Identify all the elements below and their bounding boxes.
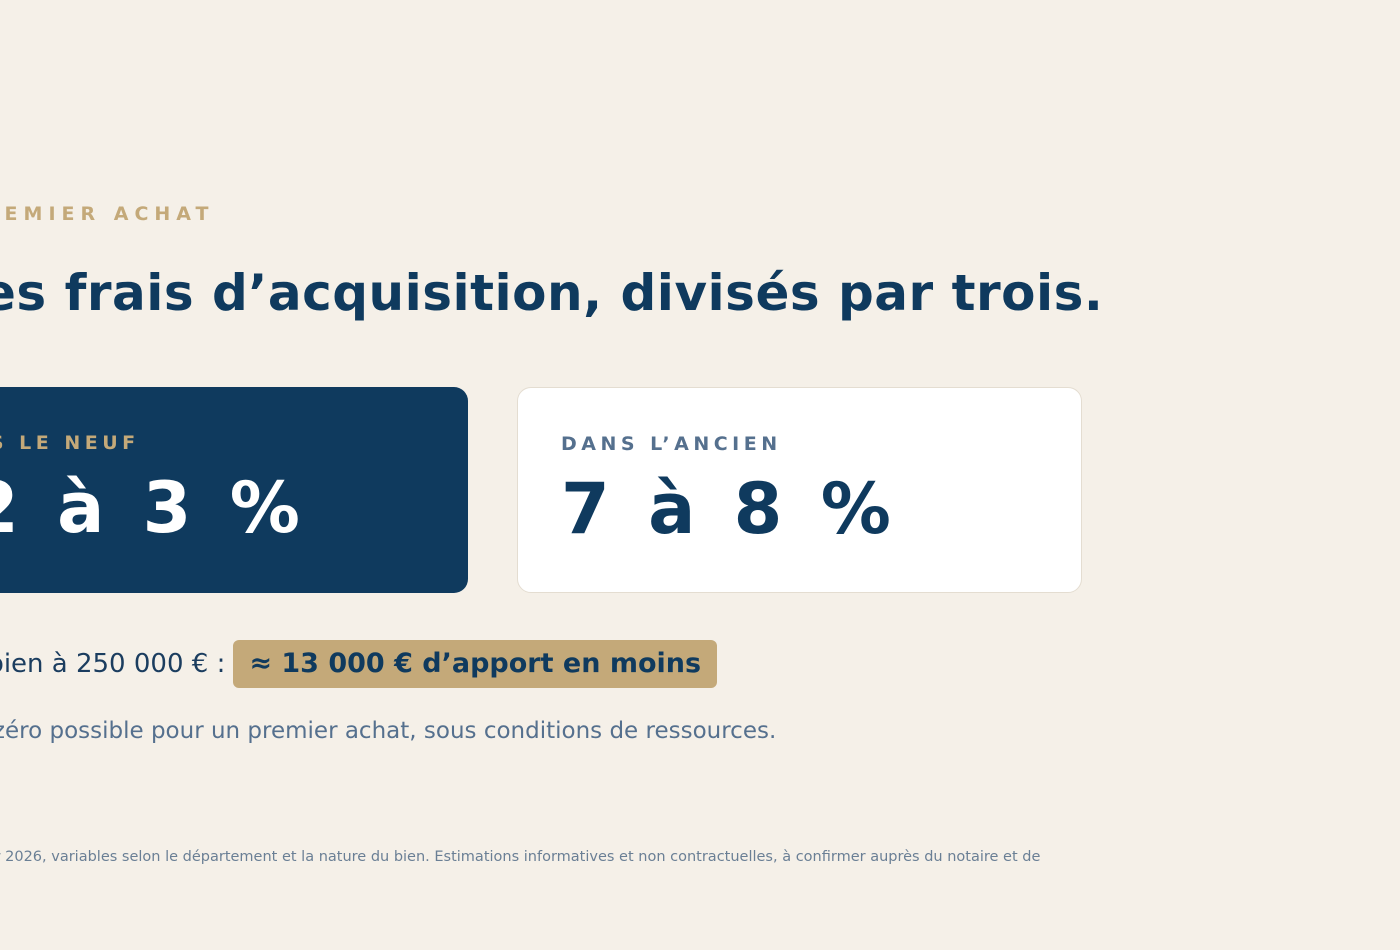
section-headline: Des frais d’acquisition, divisés par tro…	[0, 264, 1104, 322]
card-old-label: DANS L’ANCIEN	[561, 433, 782, 455]
footnote: Taux en vigueur 2026, variables selon le…	[0, 849, 1041, 865]
card-new-label: DANS LE NEUF	[0, 432, 140, 454]
card-old-build: DANS L’ANCIEN 7 à 8 %	[517, 387, 1082, 593]
card-old-value: 7 à 8 %	[561, 468, 898, 550]
ptz-note: Prêt à taux zéro possible pour un premie…	[0, 718, 777, 744]
card-new-build: DANS LE NEUF 2 à 3 %	[0, 387, 468, 593]
section-eyebrow: PREMIER ACHAT	[0, 203, 215, 225]
example-text: Pour un bien à 250 000 € :	[0, 649, 226, 679]
savings-highlight-badge: ≈ 13 000 € d’apport en moins	[233, 640, 718, 688]
example-row: Pour un bien à 250 000 € : ≈ 13 000 € d’…	[0, 640, 718, 688]
card-new-value: 2 à 3 %	[0, 467, 307, 549]
